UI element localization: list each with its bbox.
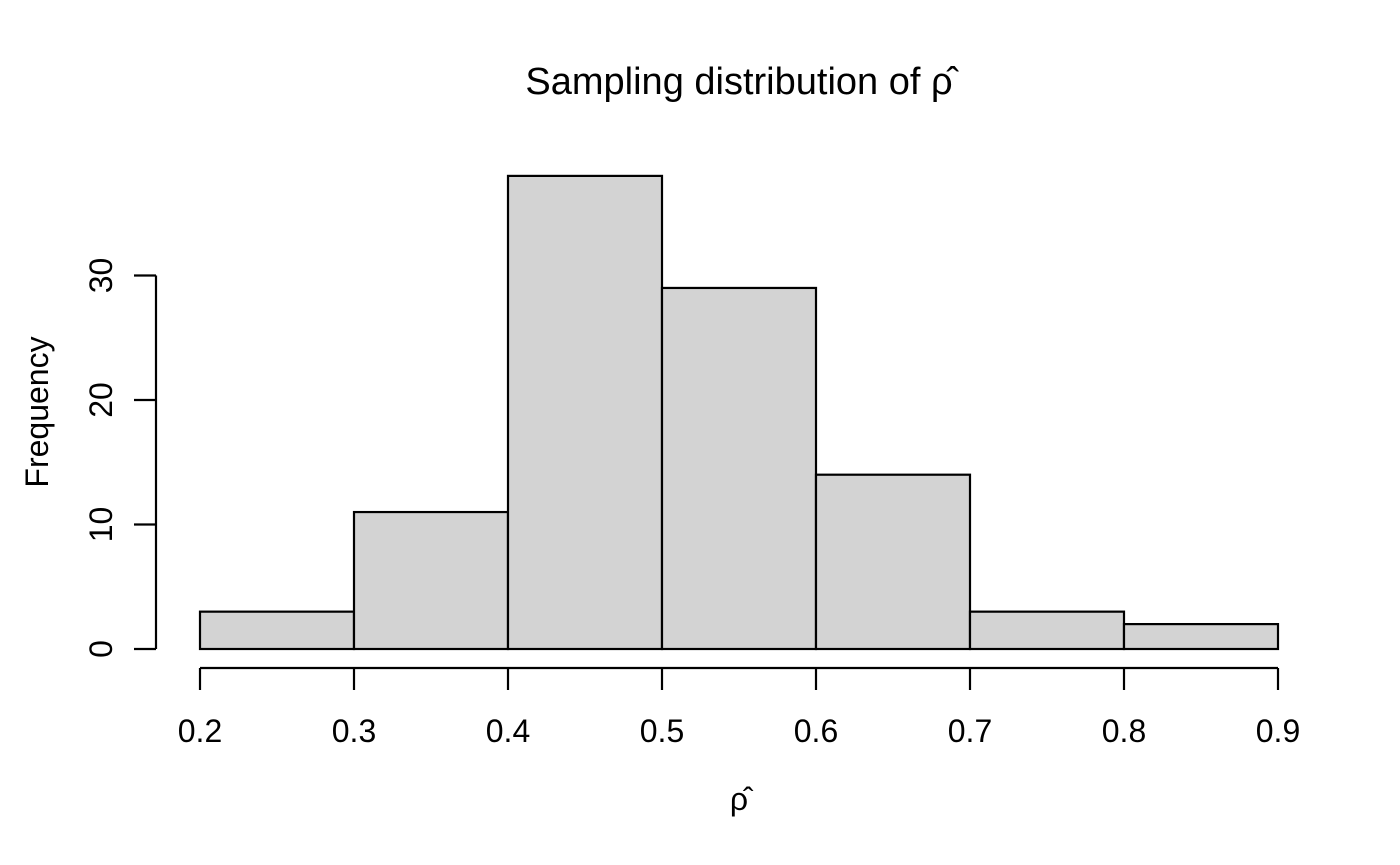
x-axis-label: ρ̂: [730, 781, 754, 817]
histogram-bar: [352, 510, 510, 651]
histogram-bar: [506, 174, 664, 651]
x-tick-label: 0.3: [332, 713, 376, 749]
y-tick-label: 20: [83, 382, 119, 418]
x-tick-label: 0.6: [794, 713, 838, 749]
bars-group: [198, 174, 1280, 651]
chart-title: Sampling distribution of ρ̂: [525, 61, 959, 103]
x-tick-label: 0.5: [640, 713, 684, 749]
x-tick-label: 0.9: [1256, 713, 1300, 749]
histogram-bar: [198, 610, 356, 651]
x-tick-label: 0.4: [486, 713, 530, 749]
x-tick-label: 0.8: [1102, 713, 1146, 749]
histogram-bar: [660, 286, 818, 651]
axes-group: 0.2 0.3 0.4 0.5 0.6 0.7 0.8 0.9 0 10 20 30: [83, 258, 1300, 749]
y-tick-label: 10: [83, 507, 119, 543]
y-tick-label: 30: [83, 258, 119, 294]
y-tick-label: 0: [83, 640, 119, 658]
histogram-bar: [814, 473, 972, 651]
histogram-bar: [968, 610, 1126, 651]
y-axis-label: Frequency: [19, 336, 55, 487]
histogram-bar: [1122, 622, 1280, 651]
x-tick-label: 0.2: [178, 713, 222, 749]
x-tick-label: 0.7: [948, 713, 992, 749]
